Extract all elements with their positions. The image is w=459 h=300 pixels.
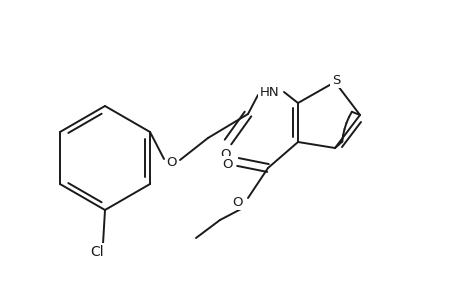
Text: O: O: [232, 196, 243, 208]
Text: O: O: [220, 148, 231, 160]
Text: O: O: [166, 155, 177, 169]
Text: O: O: [222, 158, 233, 170]
Text: S: S: [331, 74, 340, 86]
Text: Cl: Cl: [90, 245, 104, 259]
Text: HN: HN: [260, 85, 279, 98]
